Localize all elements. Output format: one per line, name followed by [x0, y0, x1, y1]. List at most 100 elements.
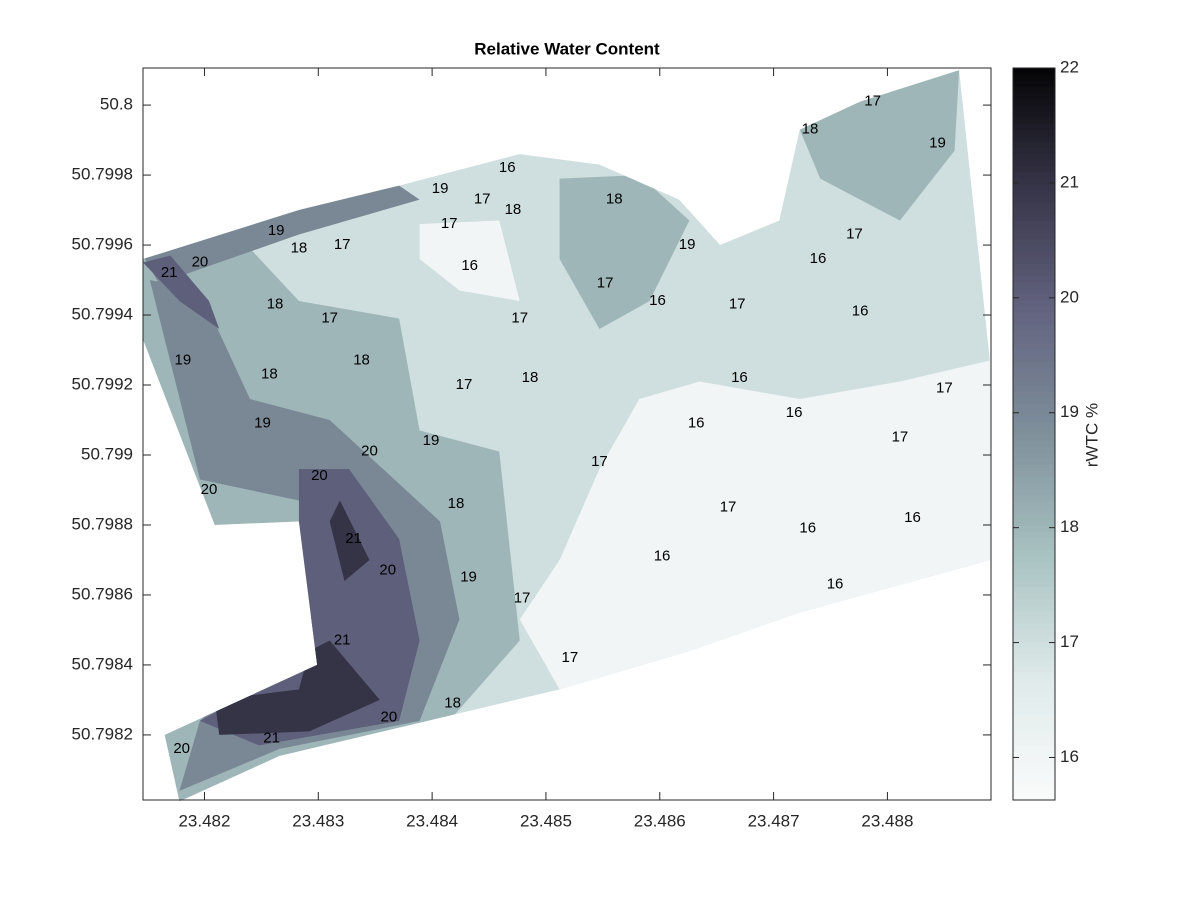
colorbar-step [1013, 165, 1055, 173]
colorbar-step [1013, 86, 1055, 93]
contour-label: 17 [729, 296, 746, 313]
contour-region [214, 640, 380, 735]
contour-label: 16 [810, 250, 827, 267]
colorbar-step [1013, 244, 1055, 252]
y-tick-label: 50.7992 [72, 374, 133, 393]
contour-label: 17 [597, 275, 614, 292]
contour-label: 17 [846, 226, 863, 243]
contour-label: 18 [261, 365, 278, 382]
colorbar-step [1013, 190, 1055, 197]
chart-title: Relative Water Content [474, 39, 660, 58]
y-tick-label: 50.7994 [72, 305, 133, 324]
colorbar-step [1013, 293, 1055, 301]
colorbar-step [1013, 373, 1055, 380]
contour-label: 17 [720, 498, 737, 515]
contour-label: 17 [514, 589, 531, 606]
colorbar-step [1013, 787, 1055, 795]
contour-label: 17 [591, 453, 608, 470]
contour-label: 16 [461, 257, 478, 274]
x-tick-label: 23.487 [748, 811, 800, 830]
contour-label: 16 [852, 303, 869, 320]
y-tick-label: 50.8 [100, 95, 133, 114]
colorbar-step [1013, 214, 1055, 221]
contour-label: 16 [649, 292, 666, 309]
contour-label: 18 [802, 121, 819, 138]
colorbar-step [1013, 696, 1055, 703]
colorbar-tick-label: 21 [1060, 172, 1079, 191]
contour-label: 17 [441, 215, 458, 232]
contour-label: 20 [361, 442, 378, 459]
colorbar-step [1013, 678, 1055, 685]
y-tick-label: 50.7988 [72, 514, 133, 533]
contour-label: 16 [731, 369, 748, 386]
colorbar-step [1013, 708, 1055, 716]
colorbar-step [1013, 80, 1055, 87]
colorbar-step [1013, 482, 1055, 490]
colorbar-step [1013, 287, 1055, 295]
contour-label: 19 [268, 222, 285, 239]
axes: 23.482 23.483 23.484 23.485 23.486 23.487 23.4… [72, 57, 1079, 830]
colorbar-step [1013, 684, 1055, 691]
contour-label: 17 [562, 649, 579, 666]
contour-label: 17 [334, 236, 351, 253]
contour-region [559, 175, 690, 330]
colorbar-step [1013, 720, 1055, 728]
colorbar-step [1013, 104, 1055, 112]
colorbar-step [1013, 549, 1055, 557]
contour-region [329, 500, 370, 581]
colorbar-step [1013, 757, 1055, 764]
contour-label: 19 [432, 180, 449, 197]
colorbar-step [1013, 745, 1055, 752]
contour-label: 20 [311, 467, 328, 484]
colorbar-step [1013, 610, 1055, 618]
colorbar-step [1013, 232, 1055, 240]
colorbar-step [1013, 147, 1055, 154]
colorbar-step [1013, 617, 1055, 624]
colorbar-step [1013, 171, 1055, 179]
contour-label: 17 [474, 191, 491, 208]
colorbar-step [1013, 434, 1055, 441]
contour-label: 17 [511, 310, 528, 327]
colorbar-step [1013, 129, 1055, 136]
colorbar-step [1013, 604, 1055, 612]
colorbar-step [1013, 562, 1055, 569]
colorbar-step [1013, 751, 1055, 758]
colorbar-step [1013, 732, 1055, 740]
colorbar-step [1013, 507, 1055, 514]
colorbar-step [1013, 556, 1055, 563]
colorbar-step [1013, 659, 1055, 667]
colorbar-step [1013, 385, 1055, 392]
contour-label: 17 [892, 428, 909, 445]
colorbar-step [1013, 397, 1055, 404]
colorbar-step [1013, 177, 1055, 185]
colorbar-step [1013, 74, 1055, 81]
colorbar-step [1013, 141, 1055, 148]
colorbar-step [1013, 690, 1055, 697]
colorbar-step [1013, 763, 1055, 770]
colorbar-step [1013, 110, 1055, 118]
contour-label: 18 [291, 240, 308, 257]
x-tick-label: 23.482 [178, 811, 230, 830]
colorbar-step [1013, 635, 1055, 642]
colorbar-step [1013, 714, 1055, 722]
colorbar-step [1013, 525, 1055, 533]
contour-region [143, 255, 220, 330]
contour-label: 19 [679, 236, 696, 253]
colorbar-step [1013, 702, 1055, 709]
contour-label: 18 [267, 296, 284, 313]
colorbar-step [1013, 116, 1055, 124]
contour-label: 18 [505, 201, 522, 218]
colorbar-step [1013, 269, 1055, 276]
contour-label: 20 [173, 740, 190, 757]
x-tick-label: 23.485 [520, 811, 572, 830]
colorbar-step [1013, 318, 1055, 325]
colorbar-step [1013, 446, 1055, 453]
colorbar-tick-label: 20 [1060, 287, 1079, 306]
contour-label: 21 [161, 264, 178, 281]
colorbar-step [1013, 208, 1055, 215]
contour-label: 16 [688, 414, 705, 431]
colorbar-step [1013, 726, 1055, 734]
colorbar-step [1013, 781, 1055, 789]
